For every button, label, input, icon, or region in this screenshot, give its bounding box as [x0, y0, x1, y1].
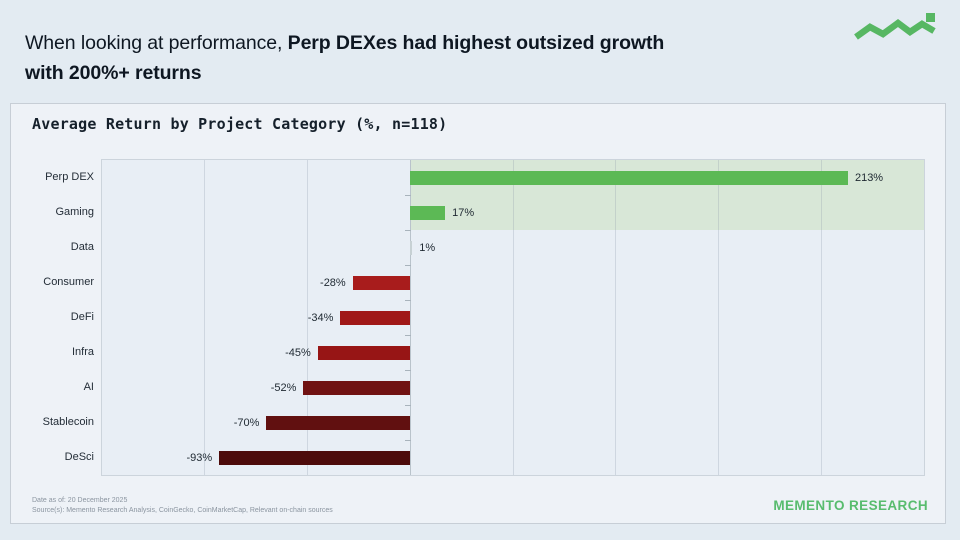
category-label-consumer: Consumer: [43, 275, 94, 288]
chart-card: Average Return by Project Category (%, n…: [10, 103, 946, 524]
bar-consumer: [352, 275, 411, 290]
value-label: 213%: [854, 171, 884, 184]
date-as-of-note: Date as of: 20 December 2025: [32, 497, 128, 504]
chart-footnotes: Date as of: 20 December 2025 Source(s): …: [32, 496, 333, 516]
page-title: When looking at performance, Perp DEXes …: [25, 28, 664, 88]
gridline: [512, 160, 514, 475]
category-label-desci: DeSci: [64, 450, 94, 463]
bar-desci: [219, 450, 411, 465]
memento-research-wordmark: MEMENTO RESEARCH: [773, 498, 928, 513]
value-label: -45%: [285, 346, 311, 359]
zero-axis-tick: [405, 439, 412, 441]
category-label-defi: DeFi: [70, 310, 94, 323]
zero-axis-line: [409, 160, 411, 475]
gridline: [307, 160, 308, 475]
page-title-bold-line1: Perp DEXes had highest outsized growth: [287, 32, 665, 54]
gridline: [204, 160, 206, 475]
value-label: -34%: [307, 311, 334, 324]
zero-axis-tick: [405, 404, 412, 406]
page-title-bold-line2: with 200%+ returns: [25, 62, 202, 84]
gridline: [718, 160, 719, 475]
bar-stablecoin: [266, 415, 411, 430]
zero-axis-tick: [405, 264, 412, 266]
page-title-regular: When looking at performance,: [25, 32, 288, 54]
category-label-infra: Infra: [71, 345, 94, 358]
gridline: [615, 160, 617, 475]
logo-zigzag-line: [854, 18, 936, 40]
value-label: -28%: [320, 276, 346, 289]
category-label-perp-dex: Perp DEX: [45, 170, 94, 183]
chart-title: Average Return by Project Category (%, n…: [32, 115, 448, 133]
bar-data: [410, 240, 413, 255]
bar-perp-dex: [410, 170, 848, 185]
zero-axis-tick: [405, 369, 412, 371]
plot-area: 213% 17% 1% -28% -34% -45% -52% -70% -93%: [101, 159, 925, 476]
zero-axis-tick: [405, 229, 412, 231]
value-label: 17%: [452, 206, 475, 219]
memento-zigzag-logo-icon: [854, 13, 936, 40]
sources-note: Source(s): Memento Research Analysis, Co…: [32, 507, 333, 514]
category-label-data: Data: [70, 240, 94, 253]
zero-axis-tick: [405, 334, 412, 336]
logo-square: [926, 13, 935, 22]
value-label: -93%: [186, 451, 213, 464]
bar-infra: [317, 345, 411, 360]
value-label: 1%: [419, 241, 436, 254]
value-label: -52%: [270, 381, 297, 394]
bar-defi: [340, 310, 411, 325]
gridline: [820, 160, 822, 475]
zero-axis-tick: [405, 299, 412, 301]
zero-axis-tick: [405, 194, 412, 196]
bar-gaming: [410, 205, 446, 220]
category-label-stablecoin: Stablecoin: [42, 415, 94, 428]
category-label-gaming: Gaming: [55, 205, 94, 218]
bar-ai: [303, 380, 411, 395]
category-label-ai: AI: [83, 380, 94, 393]
value-label: -70%: [233, 416, 260, 429]
